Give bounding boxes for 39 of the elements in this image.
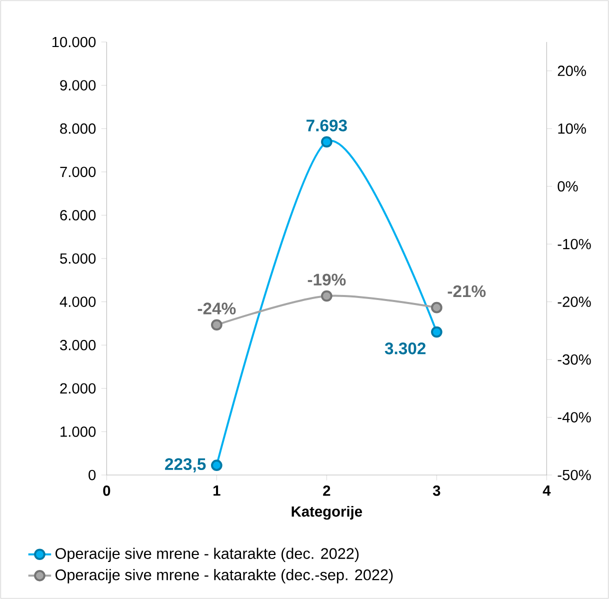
y-tick-label: 8.000 xyxy=(60,123,96,134)
point xyxy=(431,302,442,314)
point xyxy=(321,136,332,148)
x-tick-label: 1 xyxy=(214,486,220,496)
y-tick-label: 1.000 xyxy=(60,426,96,437)
y-tick-label: 0 xyxy=(88,470,96,480)
y2-tick-label: 20% xyxy=(558,66,586,76)
point xyxy=(431,326,442,338)
point xyxy=(211,460,222,471)
x-tick-label: 3 xyxy=(432,486,440,496)
y2-tick-label: -30% xyxy=(558,354,591,365)
y2-tick-label: -10% xyxy=(558,238,591,250)
y2-tick-label: -50% xyxy=(558,470,591,480)
y-tick-label: 10.000 xyxy=(52,36,96,48)
y-tick-label: 4.000 xyxy=(60,296,96,307)
y2-tick-label: -40% xyxy=(558,412,591,422)
data-label: -21% xyxy=(448,285,486,298)
y2-tick-label: -20% xyxy=(558,296,591,307)
x-tick-label: 4 xyxy=(542,486,551,496)
point xyxy=(321,290,332,302)
data-label: 3.302 xyxy=(384,342,426,354)
data-label: -24% xyxy=(198,302,236,314)
data-label: 7.693 xyxy=(306,120,347,132)
y-tick-label: 3.000 xyxy=(60,340,96,350)
y-tick-label: 6.000 xyxy=(60,210,96,220)
x-tick-label: 0 xyxy=(103,486,110,496)
data-label: -19% xyxy=(308,274,346,286)
legend-label: Operacije sive mrene - katarakte (dec. 2022) xyxy=(55,548,359,562)
y-tick-label: 2.000 xyxy=(60,383,96,394)
data-label: 223,5 xyxy=(165,458,206,472)
y-tick-label: 5.000 xyxy=(60,253,96,264)
y2-tick-label: 10% xyxy=(558,123,586,134)
y-tick-label: 7.000 xyxy=(60,166,96,178)
x-axis-title: Kategorije xyxy=(292,506,362,520)
legend-label: Operacije sive mrene - katarakte (dec.-sep. 2022) xyxy=(55,569,393,584)
y-tick-label: 9.000 xyxy=(60,80,96,90)
point xyxy=(211,319,222,331)
y2-tick-label: 0% xyxy=(558,181,578,192)
x-tick-label: 2 xyxy=(323,486,330,496)
